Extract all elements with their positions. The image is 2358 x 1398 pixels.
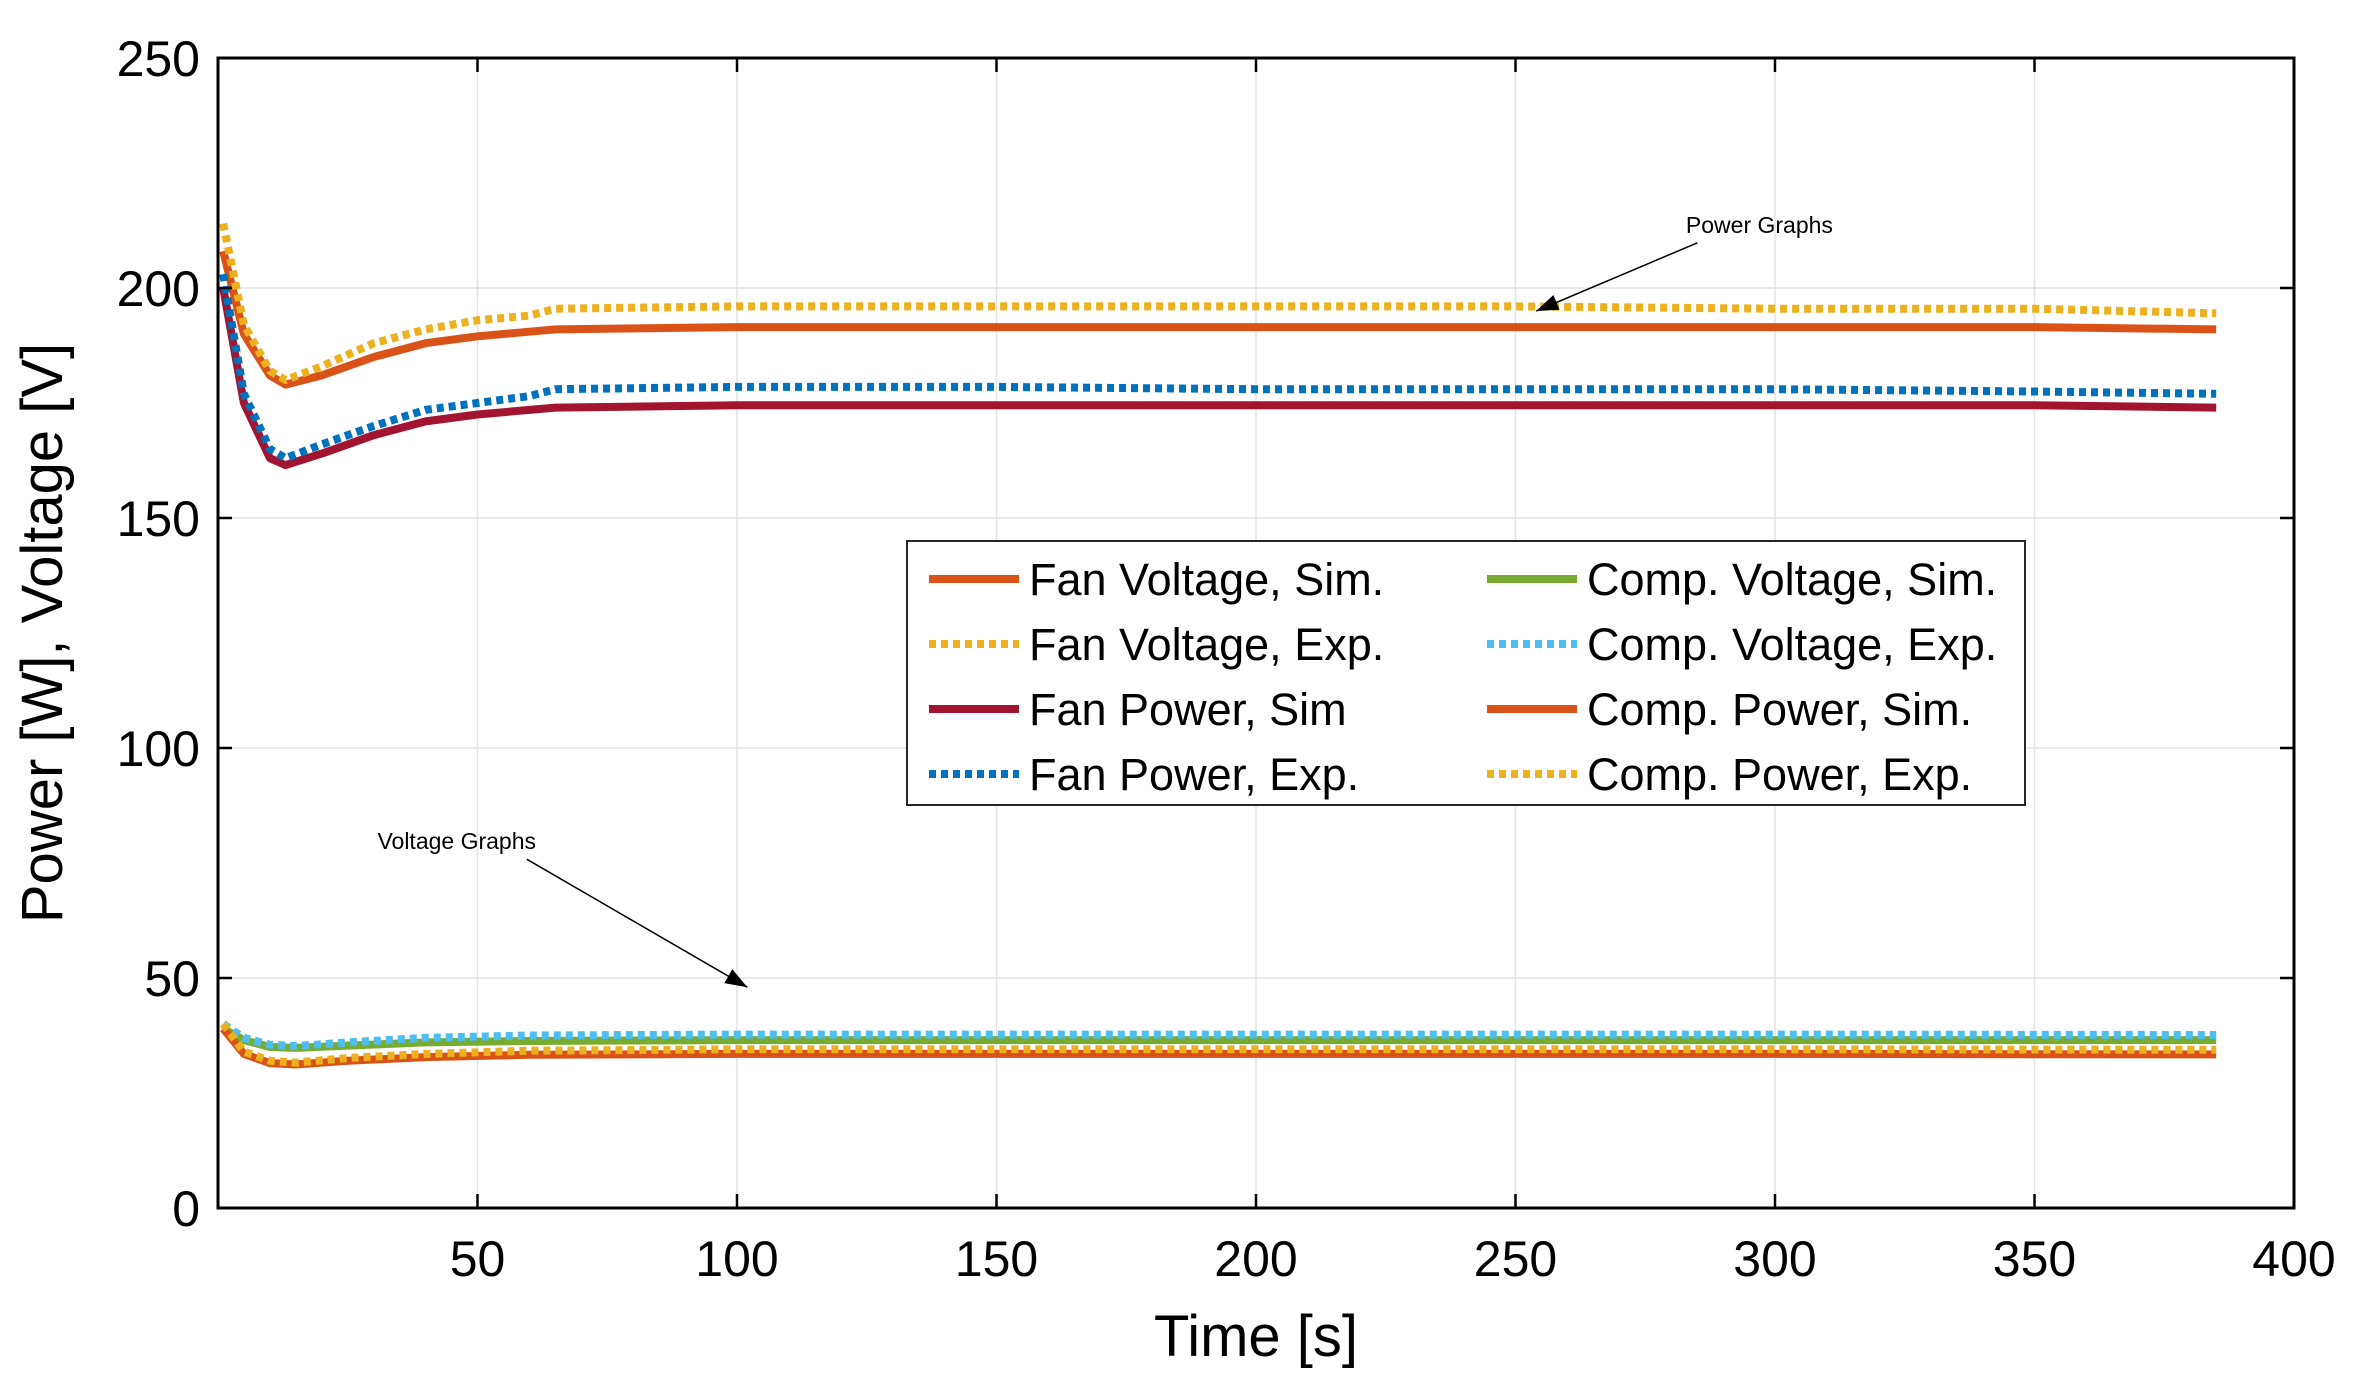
annotation-arrow-head — [724, 969, 748, 988]
y-tick-label: 100 — [117, 721, 200, 777]
series-lines — [219, 222, 2217, 1069]
legend: Fan Voltage, Sim. Fan Voltage, Exp. Fan Po… — [906, 540, 2026, 806]
series-line — [220, 1020, 2217, 1051]
x-tick-label: 50 — [450, 1231, 506, 1287]
annotation-arrow-head — [1536, 295, 1560, 311]
legend-label: Fan Power, Sim — [1029, 684, 1347, 735]
annotation-arrow-line — [1535, 242, 1698, 312]
annotation-label: Voltage Graphs — [377, 828, 536, 854]
legend-label: Comp. Voltage, Sim. — [1587, 554, 1997, 605]
y-axis-ticks: 0 50 100 150 200 250 — [117, 31, 2294, 1237]
y-axis-label: Power [W], Voltage [V] — [10, 343, 75, 923]
y-tick-label: 250 — [117, 31, 200, 87]
y-tick-label: 200 — [117, 261, 200, 317]
x-tick-label: 350 — [1993, 1231, 2076, 1287]
x-tick-label: 300 — [1733, 1231, 1816, 1287]
series-line — [219, 222, 2217, 384]
legend-label: Comp. Power, Exp. — [1587, 749, 1972, 800]
x-tick-label: 200 — [1214, 1231, 1297, 1287]
series-line — [220, 1021, 2217, 1067]
legend-box — [906, 540, 2026, 806]
x-tick-label: 400 — [2252, 1231, 2335, 1287]
x-tick-label: 150 — [955, 1231, 1038, 1287]
series-line — [221, 1025, 2217, 1052]
series-line — [219, 287, 2217, 470]
x-axis-ticks: 50 100 150 200 250 300 350 400 — [450, 58, 2336, 1287]
legend-label: Comp. Voltage, Exp. — [1587, 619, 1997, 670]
x-tick-label: 100 — [695, 1231, 778, 1287]
y-tick-label: 0 — [172, 1181, 200, 1237]
legend-label: Fan Voltage, Exp. — [1029, 619, 1384, 670]
legend-label: Fan Voltage, Sim. — [1029, 554, 1384, 605]
y-tick-label: 50 — [144, 951, 200, 1007]
legend-label: Comp. Power, Sim. — [1587, 684, 1972, 735]
x-axis-label: Time [s] — [1154, 1304, 1358, 1369]
annotation-arrow-line — [526, 858, 748, 988]
annotations: Power Graphs Voltage Graphs — [377, 212, 1833, 988]
x-tick-label: 250 — [1474, 1231, 1557, 1287]
y-tick-label: 150 — [117, 491, 200, 547]
legend-label: Fan Power, Exp. — [1029, 749, 1359, 800]
series-line — [219, 273, 2217, 463]
annotation-label: Power Graphs — [1686, 212, 1833, 238]
